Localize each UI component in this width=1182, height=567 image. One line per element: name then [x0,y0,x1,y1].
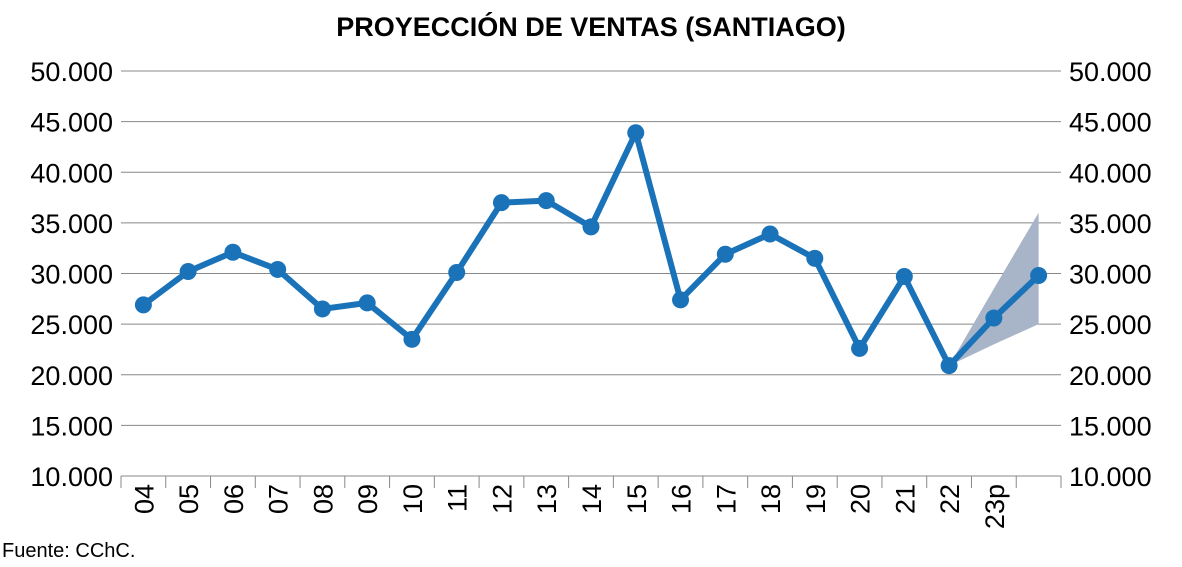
data-point [672,291,690,309]
data-point [1030,267,1048,285]
x-tick-label: 23p [980,484,1010,529]
x-tick-label: 14 [577,484,607,514]
y-tick-label-right: 45.000 [1069,108,1152,138]
y-tick-label-left: 20.000 [30,361,113,391]
x-tick-label: 17 [711,484,741,514]
x-tick-label: 07 [264,484,294,514]
data-point [448,263,466,281]
y-tick-label-left: 45.000 [30,108,113,138]
data-point [224,243,242,261]
data-point [806,249,824,267]
data-point [895,268,913,286]
y-tick-label-right: 10.000 [1069,462,1152,492]
data-point [940,357,958,375]
x-tick-label: 10 [398,484,428,514]
x-tick-label: 11 [443,484,473,512]
x-tick-label: 21 [890,484,920,514]
data-point [851,339,869,357]
source-note: Fuente: CChC. [2,540,136,562]
y-tick-label-right: 35.000 [1069,209,1152,239]
x-tick-label: 15 [622,484,652,514]
y-tick-label-right: 20.000 [1069,361,1152,391]
data-point [403,330,421,348]
y-tick-label-left: 10.000 [30,462,113,492]
data-point [313,300,331,318]
x-tick-label: 09 [353,484,383,514]
data-point [179,262,197,280]
x-tick-label: 19 [801,484,831,514]
data-point [761,225,779,243]
y-tick-label-right: 15.000 [1069,411,1152,441]
y-tick-label-right: 50.000 [1069,57,1152,87]
x-tick-label: 22 [935,484,965,514]
y-tick-label-left: 50.000 [30,57,113,87]
y-tick-label-left: 35.000 [30,209,113,239]
x-tick-label: 08 [308,484,338,514]
projection-band [949,212,1039,366]
y-tick-label-left: 40.000 [30,158,113,188]
x-tick-label: 05 [174,484,204,514]
data-point [269,260,287,278]
y-tick-label-right: 30.000 [1069,260,1152,290]
data-point [492,194,510,212]
y-tick-label-left: 15.000 [30,411,113,441]
x-tick-label: 18 [756,484,786,514]
data-point [358,294,376,312]
x-tick-label: 06 [219,484,249,514]
data-point [582,218,600,236]
data-point [627,124,645,142]
x-tick-label: 16 [667,484,697,514]
y-tick-label-right: 40.000 [1069,158,1152,188]
chart-title: PROYECCIÓN DE VENTAS (SANTIAGO) [336,12,846,42]
series-line [141,129,1041,369]
data-point [716,245,734,263]
y-tick-label-left: 30.000 [30,260,113,290]
x-tick-label: 13 [532,484,562,514]
x-tick-label: 20 [846,484,876,514]
data-point [134,296,152,314]
x-tick-label: 12 [487,484,517,514]
data-point [985,309,1003,327]
x-tick-label: 04 [129,484,159,514]
y-tick-label-right: 25.000 [1069,310,1152,340]
data-point [537,192,555,210]
y-tick-label-left: 25.000 [30,310,113,340]
